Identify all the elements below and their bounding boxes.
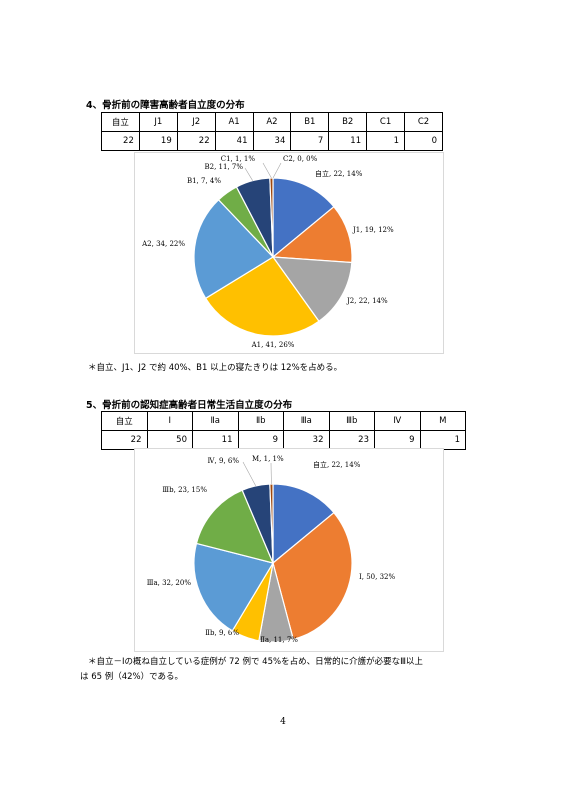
table-header-cell: 自立 bbox=[101, 112, 140, 132]
table-value-row: 22 19 22 41 34 7 11 1 0 bbox=[101, 131, 443, 151]
table-value-cell: 50 bbox=[146, 430, 193, 450]
pie-data-label: B1, 7, 4% bbox=[187, 177, 221, 185]
table-value-cell: 7 bbox=[290, 131, 330, 151]
pie-data-label: 自立, 22, 14% bbox=[315, 169, 363, 178]
table-header-cell: Ⅱa bbox=[192, 411, 239, 431]
pie-data-label: C2, 0, 0% bbox=[283, 155, 318, 163]
table-header-cell: Ⅲb bbox=[328, 411, 375, 431]
pie-data-label: C1, 1, 1% bbox=[221, 155, 256, 163]
pie-slice-5 bbox=[193, 542, 274, 632]
table-header-cell: J2 bbox=[176, 112, 216, 132]
pie-data-label: 自立, 22, 14% bbox=[313, 460, 361, 469]
leader-line bbox=[244, 167, 253, 181]
section5-heading: 5、骨折前の認知症高齢者日常生活自立度の分布 bbox=[86, 400, 293, 411]
table-value-cell: 32 bbox=[283, 430, 330, 450]
section4-note: ＊自立、J1、J2 で約 40%、B1 以上の寝たきりは 12%を占める。 bbox=[88, 363, 343, 373]
table-value-cell: 22 bbox=[101, 430, 148, 450]
table-value-cell: 23 bbox=[328, 430, 375, 450]
table-value-cell: 9 bbox=[374, 430, 421, 450]
table-value-cell: 41 bbox=[214, 131, 254, 151]
table-header-row: 自立 Ⅰ Ⅱa Ⅱb Ⅲa Ⅲb Ⅳ M bbox=[101, 411, 466, 431]
leader-line bbox=[262, 162, 272, 179]
pie-data-label: B2, 11, 7% bbox=[204, 163, 243, 171]
leader-line bbox=[242, 461, 257, 487]
pie-slice-2 bbox=[271, 205, 353, 264]
table-header-cell: Ⅰ bbox=[146, 411, 193, 431]
table-value-cell: 19 bbox=[138, 131, 178, 151]
table-header-cell: Ⅱb bbox=[237, 411, 284, 431]
pie-slice-6 bbox=[195, 489, 275, 564]
pie-data-label: Ⅲa, 32, 20% bbox=[147, 579, 192, 587]
pie-data-label: M, 1, 1% bbox=[252, 455, 284, 463]
table-header-cell: B1 bbox=[290, 112, 330, 132]
section4-heading: 4、骨折前の障害高齢者自立度の分布 bbox=[86, 100, 245, 111]
pie-slice-2 bbox=[272, 511, 353, 641]
table-header-cell: B2 bbox=[328, 112, 368, 132]
table-value-cell: 1 bbox=[419, 430, 466, 450]
section5-table: 自立 Ⅰ Ⅱa Ⅱb Ⅲa Ⅲb Ⅳ M 22 50 11 9 32 23 9 1 bbox=[101, 411, 466, 450]
table-header-row: 自立 J1 J2 A1 A2 B1 B2 C1 C2 bbox=[101, 112, 443, 132]
pie-slice-5 bbox=[193, 198, 274, 300]
pie-data-label: J1, 19, 12% bbox=[352, 226, 394, 234]
table-header-cell: C2 bbox=[404, 112, 443, 132]
table-value-cell: 22 bbox=[101, 131, 140, 151]
pie-data-label: Ⅲb, 23, 15% bbox=[162, 486, 207, 494]
pie-data-label: A2, 34, 22% bbox=[141, 240, 185, 248]
table-value-cell: 0 bbox=[404, 131, 443, 151]
section5-pie-chart: 自立, 22, 14% Ⅰ, 50, 32% Ⅱa, 11, 7% Ⅱb, 9, 6%… bbox=[134, 448, 444, 652]
section5-note-line2: は 65 例（42%）である。 bbox=[80, 672, 184, 682]
pie-data-label: J2, 22, 14% bbox=[346, 297, 388, 305]
table-header-cell: Ⅲa bbox=[283, 411, 330, 431]
section4-pie-svg: 自立, 22, 14% J1, 19, 12% J2, 22, 14% A1, 41,… bbox=[141, 155, 394, 349]
pie-data-label: Ⅰ, 50, 32% bbox=[359, 573, 395, 581]
table-value-cell: 1 bbox=[366, 131, 405, 151]
leader-line bbox=[272, 162, 282, 179]
section5-pie-svg: 自立, 22, 14% Ⅰ, 50, 32% Ⅱa, 11, 7% Ⅱb, 9, 6%… bbox=[147, 455, 396, 644]
page-number: 4 bbox=[280, 717, 286, 727]
section5-note-line1: ＊自立－Ⅰの概ね自立している症例が 72 例で 45%を占め、日常的に介護が必要… bbox=[88, 657, 423, 667]
pie-slice-4 bbox=[204, 256, 320, 337]
table-header-cell: Ⅳ bbox=[374, 411, 421, 431]
pie-data-label: Ⅳ, 9, 6% bbox=[208, 457, 240, 465]
pie-slice-1 bbox=[272, 177, 335, 259]
section4-table: 自立 J1 J2 A1 A2 B1 B2 C1 C2 22 19 22 41 34 7 11 1 0 bbox=[101, 112, 443, 151]
pie-data-label: Ⅱb, 9, 6% bbox=[205, 629, 239, 637]
table-value-cell: 34 bbox=[252, 131, 292, 151]
table-value-cell: 11 bbox=[192, 430, 239, 450]
table-header-cell: C1 bbox=[366, 112, 405, 132]
table-value-row: 22 50 11 9 32 23 9 1 bbox=[101, 430, 466, 450]
pie-slice-1 bbox=[272, 483, 335, 565]
table-value-cell: 22 bbox=[176, 131, 216, 151]
section4-pie-chart: 自立, 22, 14% J1, 19, 12% J2, 22, 14% A1, 41,… bbox=[134, 152, 444, 354]
table-header-cell: A2 bbox=[252, 112, 292, 132]
table-header-cell: 自立 bbox=[101, 411, 148, 431]
table-value-cell: 9 bbox=[237, 430, 284, 450]
table-header-cell: J1 bbox=[138, 112, 178, 132]
table-header-cell: M bbox=[419, 411, 466, 431]
pie-slice-3 bbox=[271, 256, 353, 323]
table-header-cell: A1 bbox=[214, 112, 254, 132]
pie-data-label: A1, 41, 26% bbox=[251, 341, 295, 349]
pie-data-label: Ⅱa, 11, 7% bbox=[260, 636, 298, 644]
table-value-cell: 11 bbox=[328, 131, 368, 151]
